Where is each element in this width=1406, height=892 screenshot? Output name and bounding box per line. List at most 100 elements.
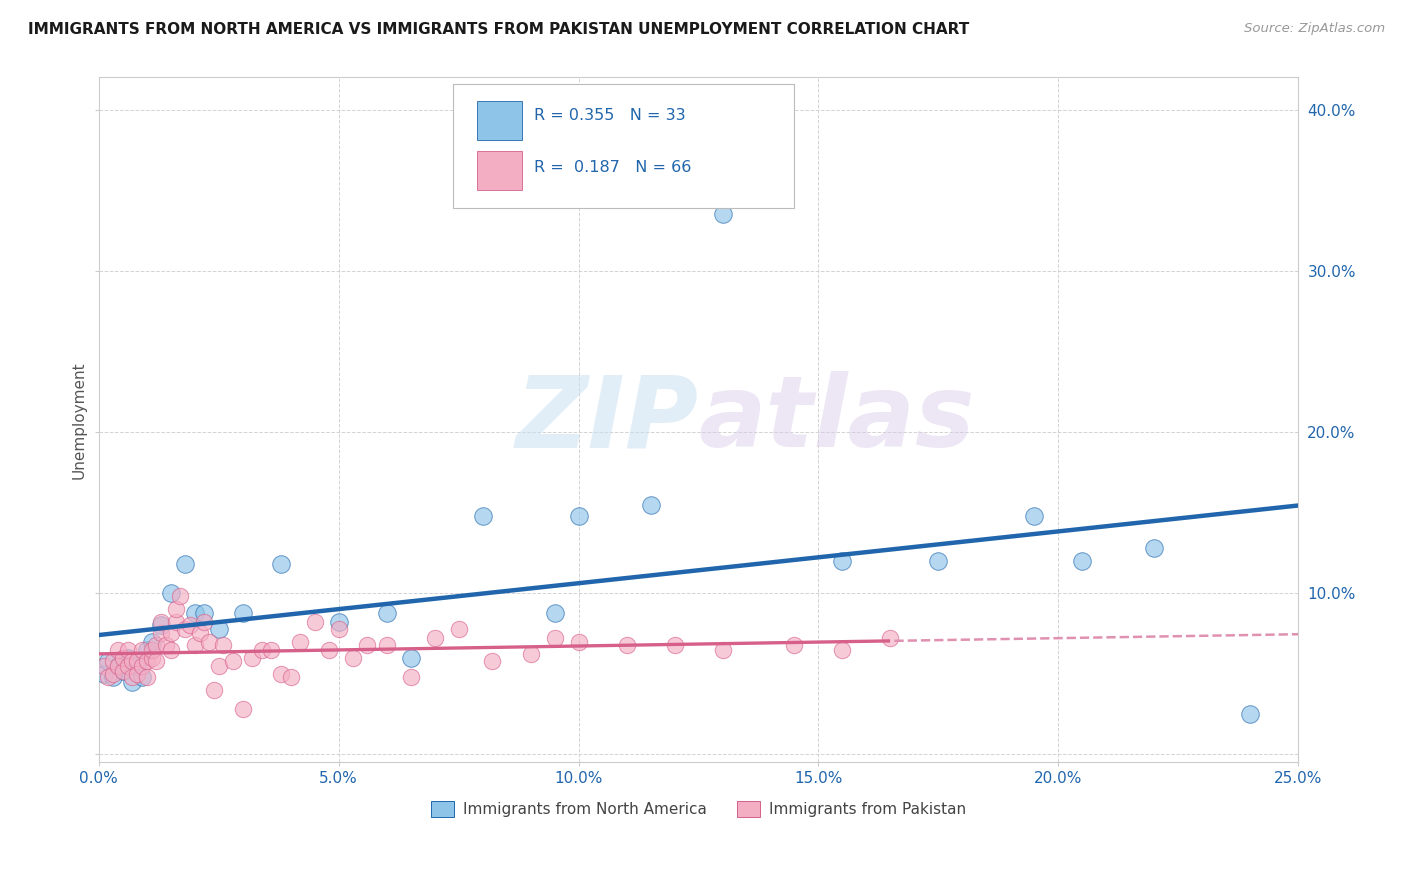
Point — [165, 615, 187, 630]
Point — [101, 654, 124, 668]
Point — [93, 658, 115, 673]
Point — [117, 642, 139, 657]
Point — [169, 590, 191, 604]
Point — [328, 615, 350, 630]
Point — [290, 634, 312, 648]
Point — [640, 498, 662, 512]
Point — [101, 666, 124, 681]
Point — [568, 634, 591, 648]
Point — [127, 658, 149, 673]
Point — [159, 642, 181, 657]
Point — [121, 670, 143, 684]
Point — [375, 606, 398, 620]
Point — [155, 638, 177, 652]
Point — [1024, 508, 1046, 523]
Point — [783, 638, 806, 652]
Point — [879, 632, 901, 646]
Point — [165, 602, 187, 616]
Point — [927, 554, 949, 568]
Point — [342, 650, 364, 665]
Point — [328, 622, 350, 636]
Point — [208, 622, 231, 636]
FancyBboxPatch shape — [477, 101, 522, 140]
Point — [97, 670, 120, 684]
Point — [519, 648, 541, 662]
Point — [481, 654, 503, 668]
Point — [198, 634, 221, 648]
Y-axis label: Unemployment: Unemployment — [72, 361, 86, 479]
Point — [111, 664, 134, 678]
Point — [121, 654, 143, 668]
Point — [135, 642, 157, 657]
Point — [616, 638, 638, 652]
Point — [260, 642, 283, 657]
Text: IMMIGRANTS FROM NORTH AMERICA VS IMMIGRANTS FROM PAKISTAN UNEMPLOYMENT CORRELATI: IMMIGRANTS FROM NORTH AMERICA VS IMMIGRA… — [28, 22, 969, 37]
Point — [232, 606, 254, 620]
Point — [232, 702, 254, 716]
Point — [131, 642, 153, 657]
Point — [250, 642, 273, 657]
Point — [174, 557, 197, 571]
Point — [159, 626, 181, 640]
Point — [471, 508, 494, 523]
Point — [93, 666, 115, 681]
Point — [107, 658, 129, 673]
Point — [399, 650, 422, 665]
Point — [121, 674, 143, 689]
Text: atlas: atlas — [699, 371, 974, 468]
Point — [240, 650, 263, 665]
Point — [202, 682, 225, 697]
Text: R =  0.187   N = 66: R = 0.187 N = 66 — [534, 161, 692, 176]
Point — [135, 654, 157, 668]
Point — [208, 658, 231, 673]
Point — [97, 654, 120, 668]
Point — [543, 606, 565, 620]
Point — [101, 670, 124, 684]
Point — [183, 606, 205, 620]
Point — [107, 658, 129, 673]
Point — [131, 670, 153, 684]
Point — [159, 586, 181, 600]
Point — [117, 658, 139, 673]
Point — [111, 664, 134, 678]
Point — [318, 642, 340, 657]
Point — [270, 557, 292, 571]
Point — [150, 615, 173, 630]
Point — [145, 638, 167, 652]
Point — [212, 638, 235, 652]
Point — [135, 670, 157, 684]
Point — [131, 658, 153, 673]
Point — [375, 638, 398, 652]
Point — [145, 654, 167, 668]
Point — [447, 622, 470, 636]
Point — [222, 654, 245, 668]
Point — [141, 634, 163, 648]
Point — [270, 666, 292, 681]
Point — [399, 670, 422, 684]
Point — [664, 638, 686, 652]
Point — [188, 626, 211, 640]
Point — [831, 642, 853, 657]
Point — [1239, 707, 1261, 722]
Point — [141, 642, 163, 657]
Text: Source: ZipAtlas.com: Source: ZipAtlas.com — [1244, 22, 1385, 36]
Point — [711, 642, 734, 657]
Point — [193, 606, 215, 620]
Legend: Immigrants from North America, Immigrants from Pakistan: Immigrants from North America, Immigrant… — [425, 795, 973, 823]
Point — [179, 618, 201, 632]
Point — [107, 642, 129, 657]
FancyBboxPatch shape — [477, 151, 522, 191]
Point — [423, 632, 446, 646]
Point — [141, 650, 163, 665]
Point — [1071, 554, 1094, 568]
Point — [568, 508, 591, 523]
FancyBboxPatch shape — [453, 84, 794, 208]
Point — [280, 670, 302, 684]
Text: ZIP: ZIP — [516, 371, 699, 468]
Point — [183, 638, 205, 652]
Point — [1143, 541, 1166, 555]
Point — [111, 650, 134, 665]
Point — [193, 615, 215, 630]
Text: R = 0.355   N = 33: R = 0.355 N = 33 — [534, 108, 686, 122]
Point — [711, 207, 734, 221]
